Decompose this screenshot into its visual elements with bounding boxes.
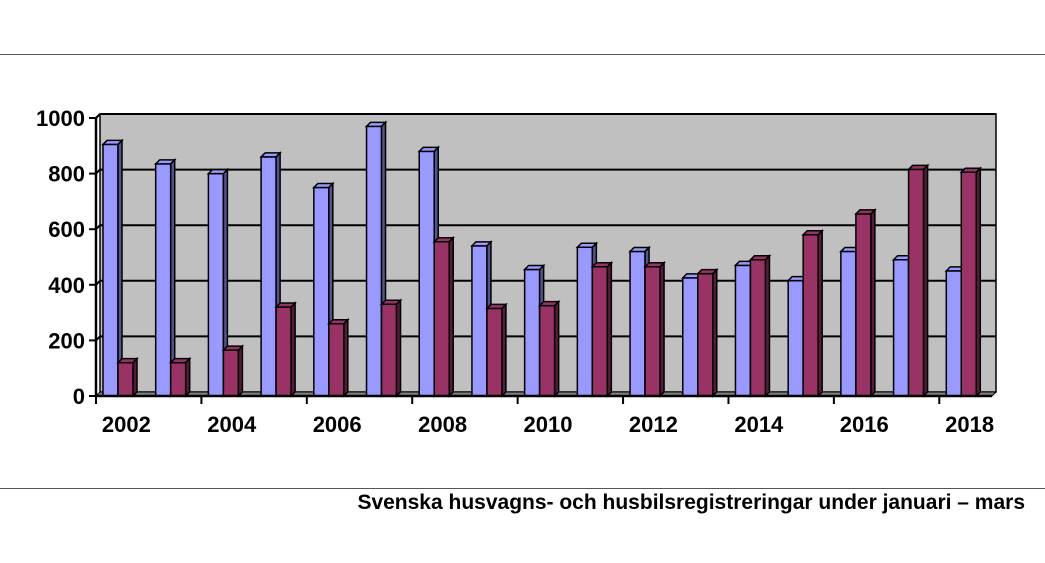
bar-side bbox=[132, 356, 138, 398]
bar bbox=[221, 344, 245, 398]
bar-side bbox=[395, 298, 402, 398]
bar-side bbox=[870, 208, 876, 398]
bottom-rule bbox=[0, 488, 1045, 489]
bar bbox=[116, 356, 139, 398]
x-tick-label: 2016 bbox=[840, 412, 889, 437]
bar-front bbox=[840, 250, 857, 397]
x-tick-label: 2006 bbox=[313, 412, 362, 437]
y-tick-label: 1000 bbox=[36, 106, 85, 131]
y-tick-label: 200 bbox=[48, 328, 85, 353]
bar-front bbox=[945, 270, 963, 397]
bar-front bbox=[644, 265, 661, 397]
bar-side bbox=[501, 302, 507, 398]
top-rule bbox=[0, 54, 1045, 55]
bar-side bbox=[659, 260, 665, 398]
bar-front bbox=[591, 265, 609, 397]
bar-front bbox=[418, 150, 435, 397]
bar-side bbox=[117, 138, 123, 398]
bar-front bbox=[117, 361, 134, 397]
bar-front bbox=[260, 156, 277, 397]
bar-front bbox=[365, 125, 383, 397]
x-tick-label: 2008 bbox=[418, 412, 467, 437]
bar bbox=[801, 228, 824, 398]
bar-side bbox=[764, 253, 771, 398]
bar-front bbox=[892, 259, 910, 397]
bar-side bbox=[553, 299, 560, 398]
axes bbox=[89, 117, 992, 404]
bar-front bbox=[380, 303, 398, 397]
chart-caption: Svenska husvagns- och husbilsregistrerin… bbox=[357, 491, 1025, 514]
y-tick-label: 400 bbox=[48, 273, 85, 298]
y-tick-label: 0 bbox=[73, 384, 85, 409]
bar bbox=[101, 138, 124, 398]
y-tick-label: 800 bbox=[48, 162, 85, 187]
bar-front bbox=[169, 361, 187, 397]
bar bbox=[643, 260, 666, 398]
bar bbox=[590, 260, 614, 398]
bar-chart: 0 200 400 600 800 1000 2002 2004 2006 20… bbox=[36, 106, 998, 437]
bar-side bbox=[237, 344, 244, 398]
bar-front bbox=[802, 234, 819, 397]
bar-front bbox=[749, 259, 767, 397]
bar-front bbox=[734, 264, 752, 397]
bar-front bbox=[697, 272, 714, 397]
bar-front bbox=[629, 250, 646, 397]
bar-front bbox=[523, 268, 541, 397]
bar-front bbox=[907, 168, 925, 397]
bar-side bbox=[290, 301, 296, 398]
bar-front bbox=[275, 306, 292, 397]
bar-side bbox=[922, 163, 929, 398]
x-tick-label: 2010 bbox=[524, 412, 573, 437]
bar bbox=[379, 298, 403, 398]
bar-side bbox=[712, 267, 718, 398]
gridlines bbox=[95, 113, 996, 342]
x-tick-label: 2004 bbox=[207, 412, 257, 437]
bar-front bbox=[328, 322, 345, 397]
bar-side bbox=[975, 166, 982, 398]
bars bbox=[101, 120, 983, 398]
x-tick-label: 2012 bbox=[629, 412, 678, 437]
x-tick-label: 2002 bbox=[102, 412, 151, 437]
bar-front bbox=[682, 277, 699, 397]
bar-front bbox=[960, 171, 978, 397]
gridline bbox=[95, 113, 101, 119]
bar-front bbox=[576, 246, 594, 397]
bar bbox=[906, 163, 930, 398]
bar bbox=[432, 235, 456, 398]
bar-front bbox=[222, 349, 240, 397]
bar-front bbox=[538, 304, 556, 397]
bar-front bbox=[486, 307, 503, 397]
y-axis-tick-labels: 0 200 400 600 800 1000 bbox=[36, 106, 85, 409]
bar bbox=[327, 317, 350, 398]
bar-front bbox=[433, 240, 450, 397]
bar-side bbox=[184, 356, 191, 398]
bar bbox=[153, 158, 177, 398]
bar-side bbox=[606, 260, 613, 398]
x-axis-tick-labels: 2002 2004 2006 2008 2010 2012 2014 2016 … bbox=[102, 412, 994, 437]
bar bbox=[485, 302, 508, 398]
bar bbox=[537, 299, 561, 398]
bar-front bbox=[471, 245, 488, 397]
x-tick-label: 2018 bbox=[945, 412, 994, 437]
bar bbox=[854, 208, 877, 398]
bar-side bbox=[448, 235, 454, 398]
bar bbox=[168, 356, 192, 398]
bar bbox=[274, 301, 297, 398]
bar-front bbox=[207, 172, 225, 397]
bar-front bbox=[102, 143, 119, 397]
bar bbox=[695, 267, 719, 398]
x-tick-label: 2014 bbox=[734, 412, 784, 437]
y-tick-label: 600 bbox=[48, 217, 85, 242]
bar bbox=[959, 166, 983, 398]
bar bbox=[206, 167, 230, 398]
bar-front bbox=[154, 163, 172, 397]
bar-front bbox=[313, 186, 330, 397]
bar bbox=[748, 253, 772, 398]
bar-side bbox=[343, 317, 349, 398]
bar-side bbox=[817, 228, 823, 398]
bar-front bbox=[787, 279, 804, 397]
bar-front bbox=[855, 213, 872, 397]
